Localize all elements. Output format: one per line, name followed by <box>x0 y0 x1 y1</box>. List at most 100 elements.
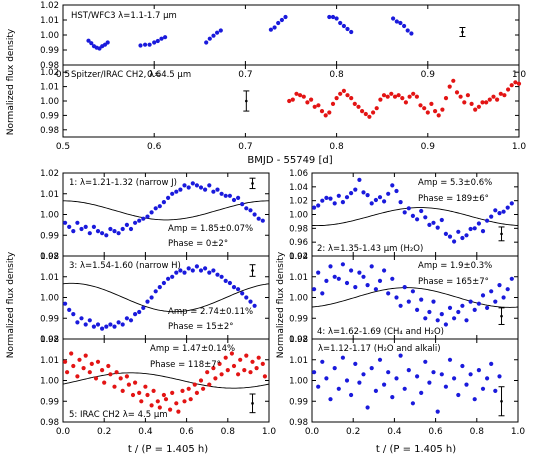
data-point <box>114 370 119 375</box>
amplitude-label: Amp = 2.74±0.11% <box>168 307 253 317</box>
error-bar <box>498 307 505 325</box>
data-point <box>186 386 191 391</box>
x-tick-label: 0.9 <box>421 70 436 80</box>
x-tick-label: 0.8 <box>329 142 344 152</box>
x-tick-label: 0.8 <box>470 427 485 437</box>
y-tick-label: 0.98 <box>40 61 59 71</box>
data-point <box>174 401 179 406</box>
data-point <box>357 380 362 385</box>
data-point <box>349 96 354 101</box>
data-point <box>456 392 461 398</box>
data-point <box>493 208 498 213</box>
data-point <box>254 366 259 371</box>
data-point <box>201 386 206 391</box>
data-point <box>194 390 199 395</box>
y-tick-label: 1.01 <box>40 16 59 26</box>
data-point <box>139 399 144 404</box>
data-point <box>327 14 332 20</box>
data-point <box>166 195 171 200</box>
data-point <box>495 97 500 102</box>
data-point <box>476 221 481 226</box>
data-point <box>491 94 496 99</box>
data-point <box>120 322 125 327</box>
data-point <box>392 94 398 99</box>
data-point <box>153 206 158 211</box>
panel-p6: 1.021.011.000.990.980.0 0.2 0.4 0.6 0.8 1.0λ=… <box>289 335 525 437</box>
data-point <box>361 372 366 377</box>
y-tick-label: 0.94 <box>289 252 308 262</box>
data-point <box>447 305 453 310</box>
data-point <box>513 80 518 85</box>
data-point <box>157 405 162 410</box>
data-point <box>126 382 131 387</box>
data-point <box>268 27 273 32</box>
data-point <box>104 324 109 329</box>
error-bar <box>498 386 505 417</box>
data-point <box>458 94 463 99</box>
data-point <box>377 278 383 283</box>
data-point <box>396 93 401 98</box>
data-point <box>439 217 444 223</box>
data-point <box>324 376 329 381</box>
data-point <box>349 191 354 196</box>
model-curve <box>62 372 270 389</box>
data-point <box>377 195 383 200</box>
y-tick-label: 1.00 <box>40 31 59 41</box>
phase-label: Phase = 165±7° <box>418 277 489 287</box>
data-point <box>141 216 146 221</box>
y-tick-label: 1.00 <box>289 294 308 304</box>
data-point <box>149 210 154 215</box>
panel-label: 4: λ=1.62-1.69 (CH₄ and H₂O) <box>317 327 444 337</box>
data-point <box>178 187 183 192</box>
data-point <box>215 30 220 35</box>
data-point <box>328 264 333 269</box>
xlabel-bottom-left: t / (P = 1.405 h) <box>128 444 208 455</box>
y-tick-label: 1.01 <box>40 356 59 366</box>
x-tick-label: 0.4 <box>387 427 402 437</box>
y-tick-label: 0.99 <box>289 314 308 324</box>
data-point <box>344 195 350 200</box>
data-point <box>95 229 101 234</box>
x-tick-label: 0.0 <box>56 427 71 437</box>
data-point <box>227 280 232 286</box>
data-point <box>133 220 138 225</box>
data-point <box>353 361 358 366</box>
data-point <box>344 280 350 286</box>
data-point <box>231 363 237 369</box>
data-point <box>443 322 448 327</box>
data-point <box>298 93 303 98</box>
data-point <box>147 42 152 47</box>
data-point <box>161 200 166 205</box>
data-point <box>319 109 325 114</box>
data-point <box>75 374 80 379</box>
xlabel-top: BMJD - 55749 [d] <box>247 155 332 166</box>
data-point <box>149 295 154 300</box>
data-point <box>476 301 481 306</box>
data-point <box>391 16 396 21</box>
data-point <box>305 100 310 105</box>
data-point <box>194 264 199 269</box>
data-point <box>435 225 440 230</box>
y-tick-label: 1.02 <box>289 252 308 262</box>
data-point <box>465 93 470 98</box>
data-point <box>213 376 218 381</box>
data-point <box>67 307 72 312</box>
x-tick-label: 0.5 <box>56 142 70 152</box>
data-point <box>203 187 208 192</box>
data-point <box>360 109 365 114</box>
y-tick-label: 0.98 <box>289 335 308 345</box>
data-point <box>336 193 341 198</box>
data-point <box>207 36 212 41</box>
data-point <box>95 322 101 327</box>
data-point <box>157 285 162 290</box>
data-point <box>163 35 168 40</box>
data-point <box>345 26 350 32</box>
data-point <box>166 276 171 281</box>
data-point <box>332 366 337 371</box>
data-point <box>238 357 243 362</box>
data-point <box>418 103 423 108</box>
y-tick-label: 0.99 <box>40 46 59 56</box>
data-point <box>320 359 325 364</box>
data-point <box>498 91 503 96</box>
data-point <box>276 20 281 26</box>
